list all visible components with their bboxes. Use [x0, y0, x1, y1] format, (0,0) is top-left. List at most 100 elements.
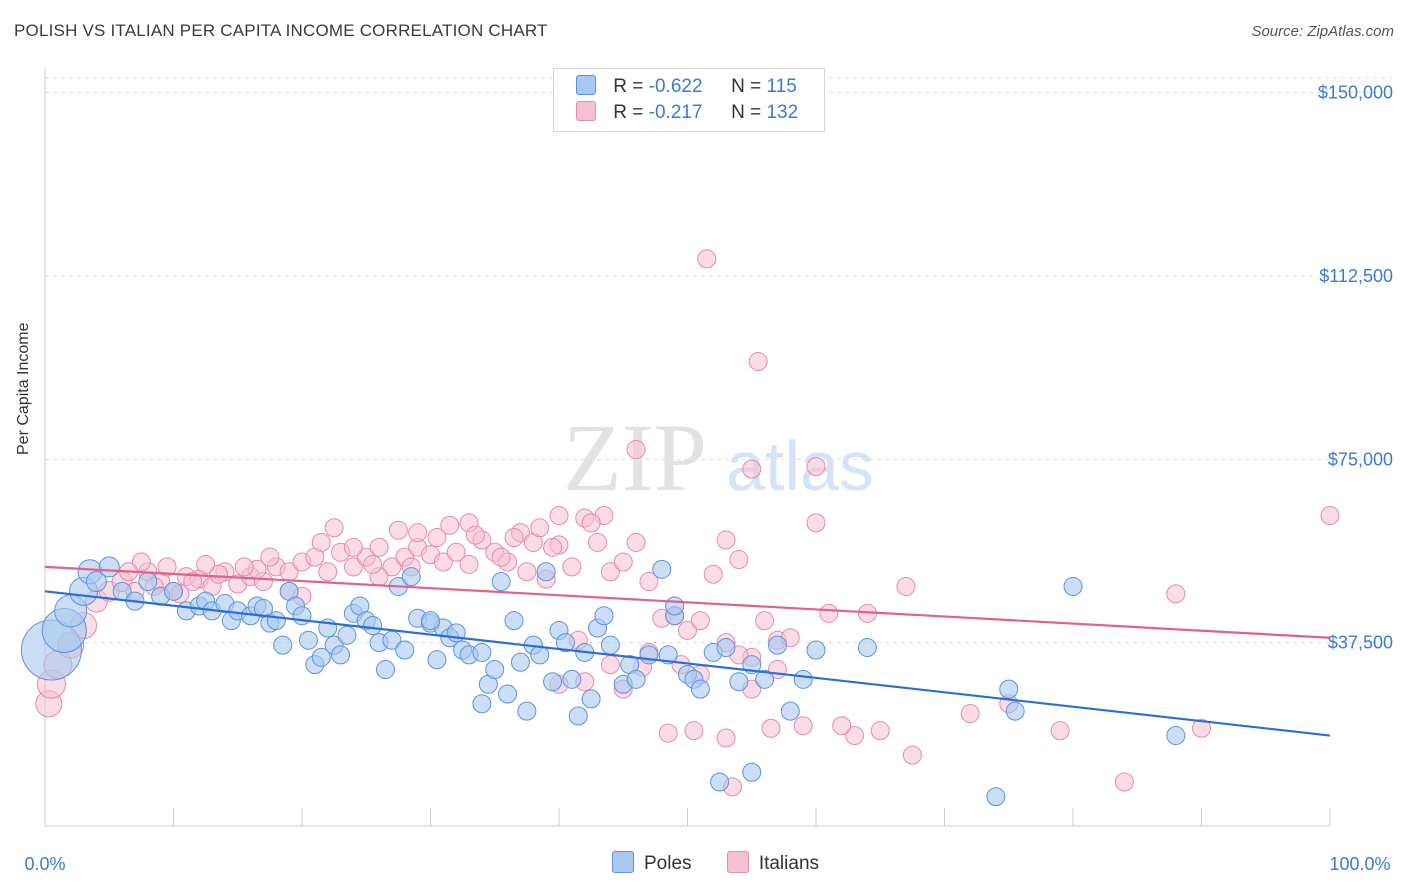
- source-label: Source: ZipAtlas.com: [1251, 23, 1394, 40]
- poles-point: [555, 633, 575, 653]
- italians-point: [131, 552, 151, 572]
- poles-point: [337, 625, 357, 645]
- italians-point: [832, 716, 852, 736]
- italians-point: [208, 564, 228, 584]
- legend-row-poles: R = -0.622 N = 115: [576, 75, 797, 101]
- poles-point: [652, 559, 672, 579]
- poles-point: [543, 672, 563, 692]
- correlation-legend: R = -0.622 N = 115 R = -0.217 N = 132: [553, 68, 825, 132]
- poles-point: [485, 660, 505, 680]
- italians-point: [960, 704, 980, 724]
- italians-point: [343, 537, 363, 557]
- italians-point: [819, 603, 839, 623]
- poles-point: [98, 556, 120, 578]
- poles-point: [491, 572, 511, 592]
- poles-point: [1063, 576, 1083, 596]
- italians-point: [678, 620, 697, 640]
- legend-poles-r-value: -0.622: [648, 76, 703, 97]
- series-legend-poles[interactable]: Poles: [612, 851, 692, 875]
- poles-point: [311, 647, 331, 667]
- poles-point: [517, 701, 537, 721]
- italians-point: [716, 728, 736, 748]
- y-tick-label: $150,000: [1318, 83, 1393, 103]
- italians-point: [459, 554, 479, 574]
- poles-point: [363, 616, 383, 636]
- italians-point: [806, 513, 826, 533]
- italians-point: [408, 523, 428, 543]
- legend-poles-n-label: N =: [731, 76, 767, 97]
- poles-point: [498, 684, 518, 704]
- poles-point: [755, 669, 775, 689]
- italians-point: [729, 550, 749, 570]
- italians-trend-line: [44, 565, 1331, 639]
- italians-point: [658, 723, 678, 743]
- italians-point: [440, 515, 460, 535]
- series-swatch-poles: [612, 851, 634, 873]
- poles-point: [331, 645, 351, 665]
- legend-italians-n-value: 132: [766, 102, 799, 123]
- italians-point: [433, 552, 453, 572]
- italians-point: [311, 532, 331, 552]
- poles-point: [857, 638, 877, 658]
- poles-trend-line: [44, 590, 1331, 737]
- poles-point: [85, 571, 107, 593]
- poles-point: [395, 640, 415, 660]
- series-legend: Poles Italians: [612, 851, 849, 875]
- italians-point: [600, 655, 620, 675]
- poles-point: [510, 652, 530, 672]
- legend-italians-n-label: N =: [731, 102, 767, 123]
- italians-point: [491, 547, 511, 567]
- italians-point: [613, 552, 633, 572]
- poles-point: [472, 694, 492, 714]
- italians-point: [369, 537, 389, 557]
- italians-point: [183, 572, 203, 592]
- italians-point: [517, 562, 537, 582]
- italians-point: [260, 547, 280, 567]
- italians-point: [543, 537, 563, 557]
- italians-point: [465, 525, 485, 545]
- watermark: ZIP atlas: [563, 404, 874, 511]
- series-label-italians: Italians: [758, 853, 820, 874]
- poles-point: [658, 645, 678, 665]
- poles-point: [266, 611, 286, 631]
- italians-point: [600, 562, 620, 582]
- italians-point: [549, 506, 569, 526]
- poles-point: [729, 672, 749, 692]
- y-tick-label: $75,000: [1328, 449, 1393, 469]
- legend-italians-r-label: R =: [613, 102, 649, 123]
- poles-point: [292, 606, 312, 626]
- italians-point: [1050, 721, 1070, 741]
- italians-point: [1114, 772, 1134, 792]
- italians-point: [755, 611, 775, 631]
- italians-point: [626, 532, 646, 552]
- series-swatch-italians: [726, 851, 749, 873]
- series-legend-italians[interactable]: Italians: [726, 851, 820, 875]
- legend-italians-r-value: -0.217: [648, 102, 703, 123]
- italians-point: [748, 352, 768, 372]
- chart-title: POLISH VS ITALIAN PER CAPITA INCOME CORR…: [14, 21, 548, 40]
- poles-point: [793, 669, 813, 689]
- poles-point: [138, 572, 158, 592]
- italians-point: [902, 745, 922, 765]
- y-tick-label: $112,500: [1319, 266, 1393, 286]
- legend-poles-n-value: 115: [766, 76, 797, 97]
- legend-swatch-poles: [576, 75, 596, 95]
- italians-point: [870, 721, 890, 741]
- italians-point: [626, 440, 646, 460]
- italians-point: [196, 554, 216, 574]
- italians-point: [1320, 506, 1340, 526]
- poles-point: [690, 679, 710, 699]
- poles-point: [710, 772, 730, 792]
- poles-point: [164, 581, 183, 601]
- poles-point: [536, 562, 556, 582]
- italians-point: [343, 557, 363, 577]
- italians-point: [703, 564, 723, 584]
- italians-point: [761, 718, 781, 738]
- italians-point: [716, 530, 736, 550]
- poles-point: [427, 650, 447, 670]
- poles-point: [581, 689, 601, 709]
- poles-point: [273, 635, 293, 655]
- legend-poles-r-label: R =: [613, 76, 649, 97]
- poles-point: [806, 640, 826, 660]
